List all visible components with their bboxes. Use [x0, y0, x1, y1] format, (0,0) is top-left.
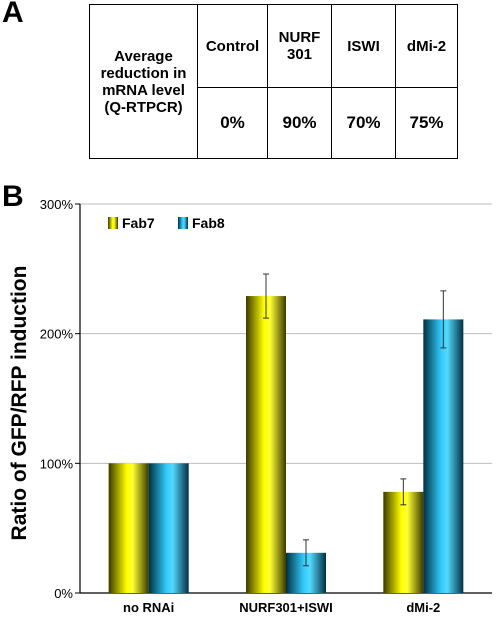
- y-tick-label: 300%: [40, 197, 74, 212]
- bars: [108, 273, 464, 593]
- column-header-control: Control: [197, 4, 268, 88]
- y-tick-label: 0%: [54, 586, 73, 601]
- panel-a-label: A: [2, 0, 24, 29]
- bar-fab7: [108, 463, 149, 593]
- value-control: 0%: [197, 87, 268, 159]
- bar-fab7: [246, 296, 286, 593]
- value-iswi: 70%: [331, 87, 396, 159]
- legend-label-fab7: Fab7: [122, 215, 155, 231]
- table-value-row: 0% 90% 70% 75%: [90, 87, 458, 159]
- value-dmi2: 75%: [395, 87, 458, 159]
- value-nurf301: 90%: [267, 87, 332, 159]
- bar-fab8: [148, 463, 189, 593]
- column-header-nurf301: NURF 301: [267, 4, 332, 88]
- bar-fab7: [383, 491, 424, 593]
- y-axis-label: Ratio of GFP/RFP induction: [8, 266, 31, 541]
- y-tick-label: 100%: [40, 456, 74, 471]
- bar-chart: 0% 100% 200% 300% no RNAi NURF301+ISWI dMi-2 F…: [8, 197, 492, 615]
- legend: Fab7 Fab8: [108, 215, 225, 231]
- bar-fab8: [423, 319, 464, 593]
- mrna-reduction-table: Average reduction in mRNA level (Q-RTPCR…: [89, 4, 458, 159]
- x-tick-label: NURF301+ISWI: [239, 600, 333, 615]
- panel-b-label: B: [2, 180, 24, 213]
- column-header-iswi: ISWI: [331, 4, 396, 88]
- x-tick-label: no RNAi: [123, 600, 174, 615]
- column-header-dmi2: dMi-2: [395, 4, 458, 88]
- x-tick-label: dMi-2: [406, 600, 440, 615]
- row-header-cell: Average reduction in mRNA level (Q-RTPCR…: [89, 4, 198, 159]
- table-header-row: Average reduction in mRNA level (Q-RTPCR…: [89, 4, 458, 159]
- legend-swatch-fab7: [108, 217, 118, 229]
- legend-swatch-fab8: [178, 217, 188, 229]
- y-tick-label: 200%: [40, 327, 74, 342]
- legend-label-fab8: Fab8: [192, 215, 225, 231]
